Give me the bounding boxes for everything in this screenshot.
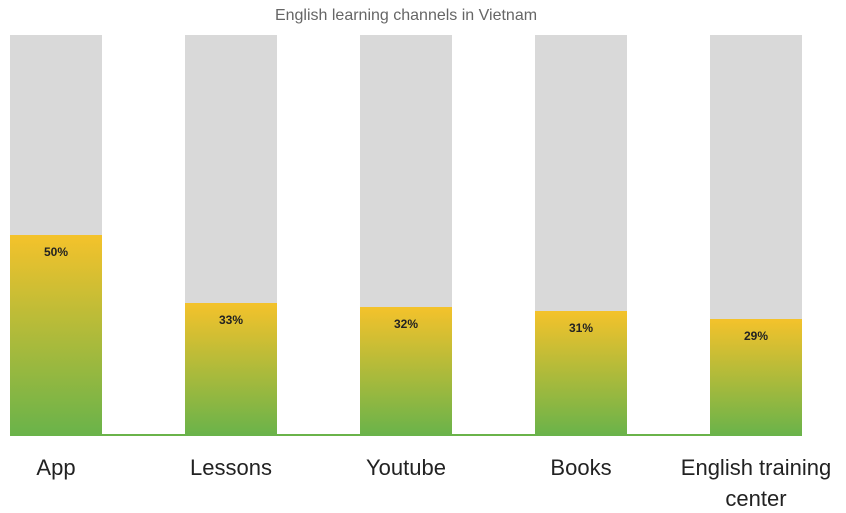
- value-label: 50%: [44, 245, 68, 259]
- x-tick-label: Youtube: [366, 455, 446, 480]
- bar: [185, 303, 277, 435]
- bar: [535, 311, 627, 435]
- x-tick-label: App: [36, 455, 76, 480]
- value-label: 32%: [394, 317, 418, 331]
- bar: [710, 319, 802, 435]
- bar: [10, 235, 102, 435]
- value-label: 31%: [569, 321, 593, 335]
- value-label: 33%: [219, 313, 243, 327]
- x-tick-label: English training center: [680, 455, 832, 511]
- x-tick-label: Lessons: [190, 455, 272, 480]
- bar: [360, 307, 452, 435]
- chart-title: English learning channels in Vietnam: [274, 7, 538, 24]
- x-tick-label: Books: [550, 455, 612, 480]
- value-label: 29%: [744, 329, 768, 343]
